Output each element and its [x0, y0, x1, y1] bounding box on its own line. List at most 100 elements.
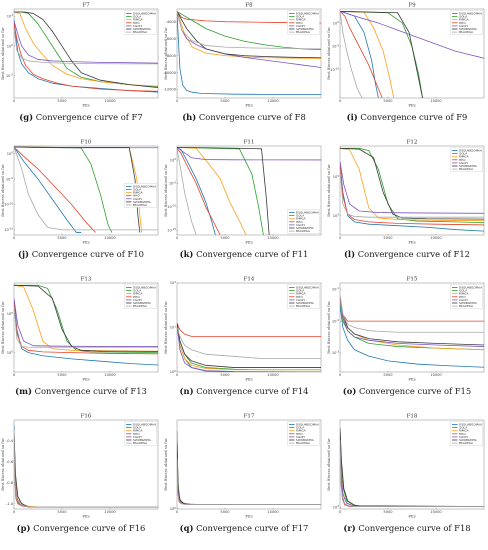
series-line-swobgmha — [177, 11, 321, 59]
legend-label: CGOH — [296, 435, 305, 439]
x-axis-label: FEs — [408, 514, 415, 519]
legend-label: GOLA — [459, 289, 467, 293]
y-axis-label: Best fitness obtained so far — [0, 438, 5, 491]
y-tick-label: 100 — [333, 212, 340, 217]
figure-caption: (l) Convergence curve of F12 — [326, 249, 488, 259]
x-tick-label: 10000 — [430, 373, 442, 377]
caption-text: Convergence curve of F15 — [358, 386, 472, 396]
series-line-hho — [340, 165, 484, 226]
legend: DSQLHBGOMAAGOLARIMGAHHOCGOHSWOBGMHABSAOP… — [124, 284, 157, 309]
y-tick-label: 10-10 — [330, 67, 339, 72]
x-tick-label: 10000 — [104, 510, 116, 514]
x-tick-label: 0 — [13, 99, 16, 103]
y-tick-label: 10-5 — [169, 180, 177, 185]
legend-label: DSQLHBGOMAA — [296, 12, 319, 16]
legend-label: RIMGA — [296, 18, 306, 22]
legend-label: BSAOPGA — [133, 203, 147, 207]
y-tick-label: 100 — [7, 349, 14, 354]
legend-label: GOLA — [459, 152, 467, 156]
legend-label: HHO — [133, 295, 140, 299]
y-axis-label: Best fitness obtained so far — [163, 301, 168, 354]
caption-text: Convergence curve of F11 — [196, 249, 309, 259]
legend-label: RIMGA — [459, 292, 469, 296]
x-tick-label: 0 — [176, 99, 179, 103]
chart-title: F14 — [244, 277, 255, 283]
y-tick-label: -1.0 — [6, 502, 14, 506]
series-line-hho — [340, 11, 383, 98]
legend-label: HHO — [296, 295, 303, 299]
caption-letter: (j) — [18, 249, 30, 259]
legend-label: CGOH — [459, 298, 468, 302]
figure-caption: (r) Convergence curve of F18 — [326, 523, 488, 533]
series-line-gola — [14, 284, 158, 354]
x-axis-label: FEs — [408, 103, 415, 108]
legend-label: HHO — [133, 21, 140, 25]
series-line-hho — [177, 322, 321, 337]
legend-label: HHO — [296, 220, 303, 224]
legend-label: RIMGA — [296, 217, 306, 221]
x-tick-label: 5000 — [57, 373, 67, 377]
series-line-swobgmha — [340, 428, 484, 507]
legend-label: SWOBGMHA — [459, 27, 477, 31]
chart-svg: F15 0 5000 10000 10-1 10-2 10-3 FEs Best fitness… — [326, 277, 485, 382]
legend-label: HHO — [296, 21, 303, 25]
chart-svg: F13 0 5000 10000 105 100 FEs Best fitness obtai… — [0, 277, 159, 382]
x-axis-label: FEs — [245, 240, 252, 245]
chart-panel: F10 0 5000 10000 100 10-5 10-10 10-15 FEs Best fi… — [0, 137, 162, 274]
series-line-swobgmha — [340, 10, 423, 98]
chart-title: F7 — [82, 3, 90, 9]
y-tick-label: 10-5 — [6, 176, 14, 181]
series-line-cgoh — [340, 295, 484, 347]
x-tick-label: 10000 — [267, 99, 279, 103]
caption-letter: (q) — [179, 523, 194, 533]
legend-label: BSAOPGA — [296, 30, 310, 34]
series-group — [340, 428, 484, 507]
series-group — [177, 11, 321, 95]
figure-caption: (j) Convergence curve of F10 — [0, 249, 162, 259]
legend-label: RIMGA — [133, 429, 143, 433]
legend-label: GOLA — [133, 15, 141, 19]
y-axis-label: Best fitness obtained so far — [326, 438, 331, 491]
x-axis-label: FEs — [82, 377, 89, 382]
y-tick-label: 100 — [333, 20, 340, 25]
legend: DSQLHBGOMAAGOLARIMGAHHOCGOHSWOBGMHABSAOP… — [450, 147, 483, 172]
legend: DSQLHBGOMAAGOLARIMGAHHOCGOHSWOBGMHABSAOP… — [287, 284, 320, 309]
legend-label: GOLA — [459, 426, 467, 430]
legend-label: HHO — [459, 158, 466, 162]
legend-label: SWOBGMHA — [133, 301, 151, 305]
legend-label: CGOH — [133, 435, 142, 439]
x-tick-label: 0 — [13, 236, 16, 240]
chart-panel: F17 0 5000 10000 100 FEs Best fitness obtained… — [163, 411, 325, 548]
series-line-cgoh — [14, 298, 158, 347]
series-line-rimga — [340, 147, 484, 222]
legend-label: CGOH — [133, 24, 142, 28]
legend-label: BSAOPGA — [296, 304, 310, 308]
legend-label: GOLA — [133, 426, 141, 430]
series-line-bsaopga — [340, 11, 363, 98]
chart-svg: F9 0 5000 10000 100 10-5 10-10 FEs Best fitness … — [326, 3, 485, 108]
chart-panel: F8 0 5000 10000 -4000 -6000 -8000 -10000 -12000 F… — [163, 0, 325, 137]
legend-label: BSAOPGA — [459, 30, 473, 34]
y-tick-label: 102 — [333, 504, 340, 509]
figure-caption: (k) Convergence curve of F11 — [163, 249, 325, 259]
y-tick-label: 101 — [170, 324, 177, 329]
caption-text: Convergence curve of F10 — [31, 249, 144, 259]
series-line-dsqlhbgomaa — [340, 305, 484, 368]
y-tick-label: 102 — [7, 13, 14, 18]
caption-letter: (k) — [179, 249, 194, 259]
y-axis-label: Best fitness obtained so far — [0, 301, 5, 354]
series-line-rimga — [14, 284, 158, 352]
series-line-bsaopga — [177, 11, 321, 50]
y-tick-label: 10-10 — [167, 204, 176, 209]
y-tick-label: -0.6 — [6, 460, 14, 464]
x-tick-label: 5000 — [220, 510, 230, 514]
chart-svg: F8 0 5000 10000 -4000 -6000 -8000 -10000 -12000 F… — [163, 3, 322, 108]
figure-caption: (n) Convergence curve of F14 — [163, 386, 325, 396]
series-group — [177, 147, 321, 235]
x-tick-label: 10000 — [104, 99, 116, 103]
series-group — [177, 431, 321, 505]
legend-label: SWOBGMHA — [296, 438, 314, 442]
figure-caption: (h) Convergence curve of F8 — [163, 112, 325, 122]
y-tick-label: 10-10 — [4, 201, 13, 206]
